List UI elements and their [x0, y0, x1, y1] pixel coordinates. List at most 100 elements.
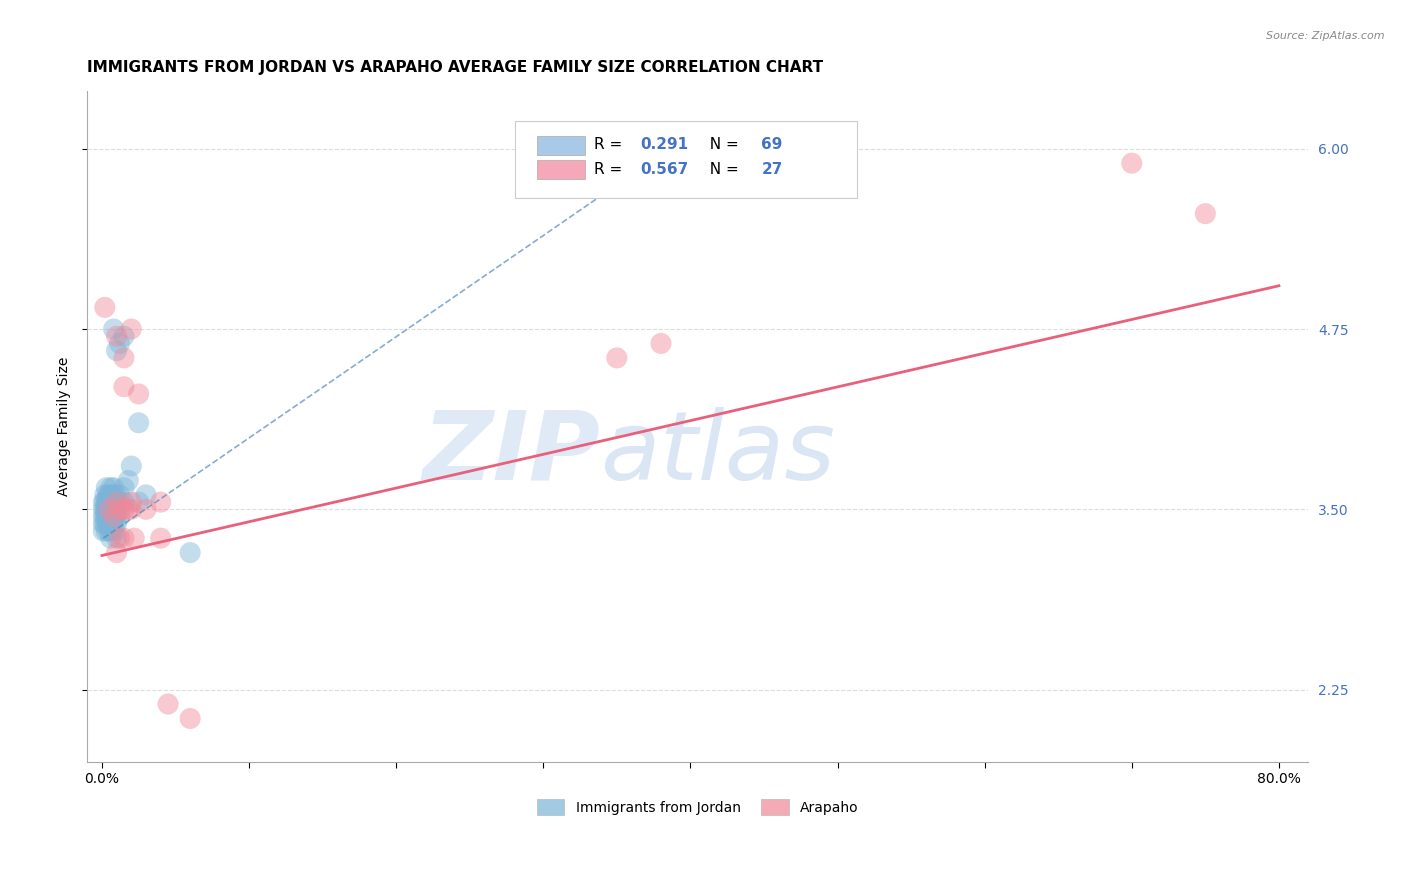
Bar [537, 161, 585, 179]
Point [108, 336, 131, 351]
Point [96, 502, 118, 516]
Point [96, 481, 118, 495]
Point [101, 524, 124, 538]
Point [135, 488, 157, 502]
Point [149, 531, 172, 545]
Point [112, 481, 135, 495]
Point [112, 329, 135, 343]
Point [98, 502, 121, 516]
Text: 0.567: 0.567 [640, 162, 689, 177]
Point [103, 481, 125, 495]
Y-axis label: Average Family Size: Average Family Size [58, 357, 72, 496]
Point [100, 495, 122, 509]
Point [97, 495, 120, 509]
Point [112, 351, 135, 365]
Point [105, 495, 128, 509]
Point [103, 509, 125, 524]
Point [105, 531, 128, 545]
Legend: Immigrants from Jordan, Arapaho: Immigrants from Jordan, Arapaho [530, 792, 866, 822]
Point [94, 495, 117, 509]
Point [179, 711, 201, 725]
Point [91, 495, 114, 509]
Point [112, 502, 135, 516]
Point [105, 509, 128, 524]
Point [97, 509, 120, 524]
Text: ZIP: ZIP [422, 407, 600, 500]
Point [101, 502, 124, 516]
Point [98, 488, 121, 502]
Point [103, 322, 125, 336]
Text: R =: R = [593, 162, 627, 177]
Point [104, 495, 127, 509]
Point [112, 495, 135, 509]
Point [149, 495, 172, 509]
Point [96, 509, 118, 524]
Point [96, 495, 118, 509]
Point [105, 546, 128, 560]
Point [104, 502, 127, 516]
Point [100, 509, 122, 524]
Point [108, 495, 131, 509]
Point [128, 387, 150, 401]
Point [108, 509, 131, 524]
Text: N =: N = [700, 162, 744, 177]
Point [91, 524, 114, 538]
Point [94, 516, 117, 531]
Text: IMMIGRANTS FROM JORDAN VS ARAPAHO AVERAGE FAMILY SIZE CORRELATION CHART: IMMIGRANTS FROM JORDAN VS ARAPAHO AVERAG… [87, 60, 824, 75]
Bar [537, 136, 585, 154]
Point [108, 531, 131, 545]
Point [120, 495, 142, 509]
Point [91, 502, 114, 516]
Point [117, 474, 139, 488]
Point [100, 481, 122, 495]
FancyBboxPatch shape [515, 121, 856, 198]
Point [103, 516, 125, 531]
Point [100, 516, 122, 531]
Point [101, 488, 124, 502]
Point [105, 343, 128, 358]
Text: atlas: atlas [600, 407, 835, 500]
Point [120, 502, 142, 516]
Text: Source: ZipAtlas.com: Source: ZipAtlas.com [1267, 31, 1385, 41]
Text: 27: 27 [761, 162, 783, 177]
Point [94, 509, 117, 524]
Point [94, 488, 117, 502]
Point [100, 531, 122, 545]
Point [98, 502, 121, 516]
Point [122, 531, 145, 545]
Point [1194, 207, 1216, 221]
Point [105, 516, 128, 531]
Point [96, 524, 118, 538]
Text: N =: N = [700, 137, 744, 153]
Point [103, 495, 125, 509]
Point [105, 329, 128, 343]
Point [104, 524, 127, 538]
Point [104, 488, 127, 502]
Point [104, 509, 127, 524]
Point [135, 502, 157, 516]
Point [157, 697, 180, 711]
Point [97, 502, 120, 516]
Point [98, 509, 121, 524]
Text: 0.291: 0.291 [640, 137, 689, 153]
Point [97, 488, 120, 502]
Point [91, 509, 114, 524]
Point [94, 301, 117, 315]
Point [108, 488, 131, 502]
Point [100, 502, 122, 516]
Point [91, 516, 114, 531]
Point [117, 502, 139, 516]
Point [103, 509, 125, 524]
Point [98, 495, 121, 509]
Point [97, 516, 120, 531]
Point [120, 458, 142, 473]
Point [112, 380, 135, 394]
Point [112, 531, 135, 545]
Point [101, 509, 124, 524]
Point [108, 502, 131, 516]
Point [179, 546, 201, 560]
Point [120, 322, 142, 336]
Point [606, 351, 628, 365]
Point [101, 495, 124, 509]
Point [94, 502, 117, 516]
